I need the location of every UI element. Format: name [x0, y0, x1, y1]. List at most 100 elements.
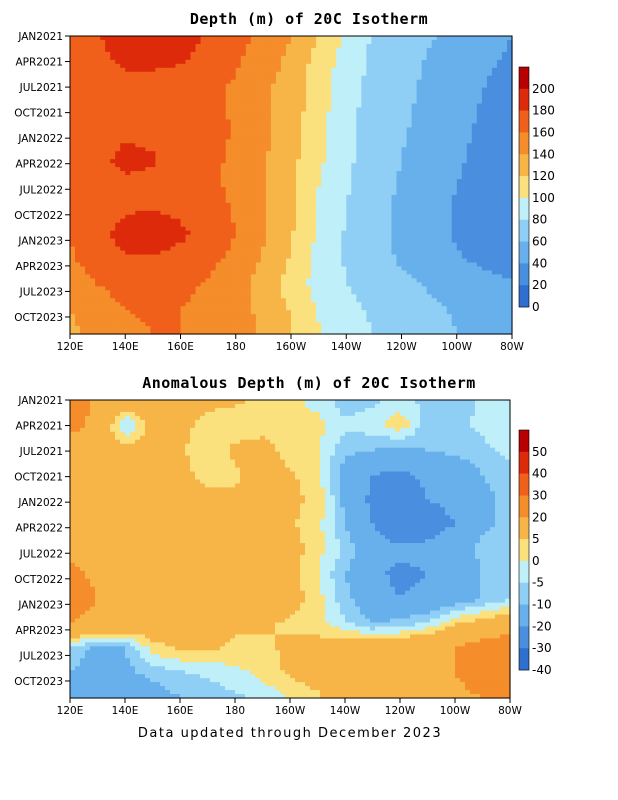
heatmap-cell: [85, 210, 91, 216]
heatmap-cell: [331, 95, 337, 101]
heatmap-cell: [265, 119, 272, 125]
heatmap-cell: [110, 179, 116, 184]
heatmap-cell: [401, 218, 408, 224]
heatmap-cell: [260, 198, 267, 204]
heatmap-cell: [411, 159, 418, 164]
heatmap-cell: [306, 67, 312, 73]
heatmap-cell: [75, 47, 81, 53]
heatmap-cell: [220, 214, 227, 220]
heatmap-cell: [155, 147, 162, 152]
heatmap-cell: [85, 127, 91, 132]
heatmap-cell: [501, 190, 508, 196]
heatmap-cell: [225, 167, 232, 172]
heatmap-cell: [431, 79, 438, 85]
heatmap-cell: [391, 135, 398, 140]
heatmap-cell: [185, 171, 192, 176]
heatmap-cell: [366, 186, 372, 192]
heatmap-cell: [135, 59, 141, 65]
heatmap-cell: [436, 143, 443, 148]
heatmap-cell: [506, 87, 513, 93]
heatmap-cell: [260, 111, 267, 117]
heatmap-cell: [80, 115, 86, 121]
heatmap-cell: [446, 79, 453, 85]
heatmap-cell: [466, 218, 473, 224]
heatmap-cell: [366, 147, 372, 152]
heatmap-cell: [316, 210, 322, 216]
heatmap-cell: [466, 123, 473, 128]
heatmap-cell: [75, 254, 81, 260]
heatmap-cell: [185, 79, 192, 85]
heatmap-cell: [386, 186, 393, 192]
heatmap-cell: [240, 67, 247, 73]
heatmap-cell: [501, 234, 508, 240]
heatmap-cell: [160, 210, 167, 216]
heatmap-cell: [506, 139, 513, 144]
heatmap-cell: [140, 175, 146, 180]
heatmap-cell: [150, 55, 156, 61]
heatmap-cell: [240, 250, 247, 256]
heatmap-cell: [150, 258, 156, 264]
heatmap-cell: [95, 234, 101, 240]
heatmap-cell: [235, 43, 242, 49]
heatmap-cell: [341, 179, 347, 184]
heatmap-cell: [130, 79, 136, 85]
heatmap-cell: [316, 167, 322, 172]
heatmap-cell: [451, 71, 458, 77]
heatmap-cell: [255, 47, 262, 53]
heatmap-cell: [100, 115, 106, 121]
heatmap-cell: [120, 71, 126, 77]
heatmap-cell: [85, 242, 91, 248]
heatmap-cell: [200, 43, 207, 49]
heatmap-cell: [235, 55, 242, 61]
heatmap-cell: [306, 119, 312, 125]
heatmap-cell: [110, 258, 116, 264]
heatmap-cell: [321, 83, 327, 89]
heatmap-cell: [160, 222, 167, 228]
heatmap-cell: [135, 95, 141, 101]
heatmap-cell: [466, 115, 473, 121]
heatmap-cell: [210, 95, 217, 101]
heatmap-cell: [130, 147, 136, 152]
heatmap-cell: [331, 63, 337, 69]
heatmap-cell: [501, 115, 508, 121]
heatmap-cell: [326, 87, 332, 93]
heatmap-cell: [386, 246, 393, 252]
heatmap-cell: [115, 131, 121, 136]
heatmap-cell: [321, 246, 327, 252]
heatmap-cell: [391, 107, 398, 113]
heatmap-cell: [306, 51, 312, 57]
heatmap-cell: [175, 79, 182, 85]
heatmap-cell: [326, 55, 332, 61]
heatmap-cell: [125, 67, 131, 73]
heatmap-cell: [260, 36, 267, 41]
heatmap-cell: [250, 167, 257, 172]
heatmap-cell: [456, 47, 463, 53]
heatmap-cell: [316, 127, 322, 132]
heatmap-cell: [240, 186, 247, 192]
heatmap-cell: [130, 135, 136, 140]
heatmap-cell: [245, 91, 252, 97]
heatmap-cell: [471, 135, 478, 140]
heatmap-cell: [170, 159, 177, 164]
heatmap-cell: [160, 139, 167, 144]
heatmap-cell: [451, 250, 458, 256]
heatmap-cell: [456, 246, 463, 252]
heatmap-cell: [461, 135, 468, 140]
heatmap-cell: [250, 47, 257, 53]
heatmap-cell: [230, 179, 237, 184]
heatmap-cell: [280, 36, 287, 41]
heatmap-cell: [376, 75, 383, 81]
heatmap-cell: [210, 51, 217, 57]
heatmap-cell: [255, 246, 262, 252]
heatmap-cell: [245, 258, 252, 264]
heatmap-cell: [371, 171, 377, 176]
heatmap-cell: [270, 115, 277, 121]
heatmap-cell: [411, 43, 418, 49]
heatmap-cell: [165, 111, 172, 117]
heatmap-cell: [195, 99, 202, 105]
heatmap-cell: [396, 39, 403, 45]
heatmap-cell: [341, 75, 347, 81]
heatmap-cell: [90, 107, 96, 113]
heatmap-cell: [95, 103, 101, 109]
heatmap-cell: [130, 119, 136, 125]
